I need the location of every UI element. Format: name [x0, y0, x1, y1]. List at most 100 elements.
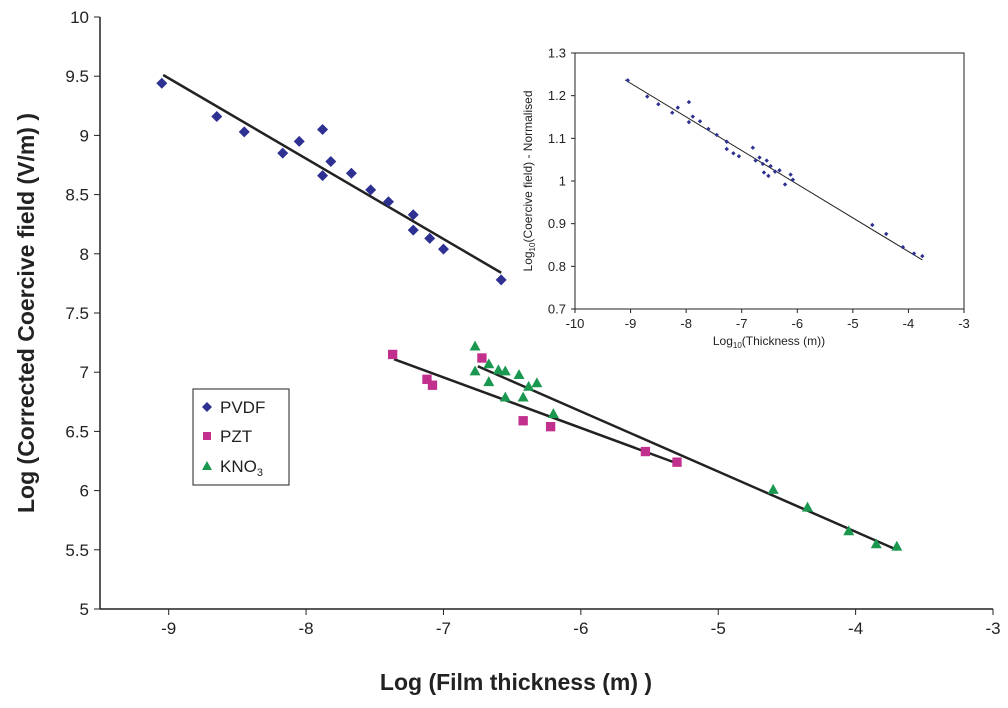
main-chart: 5 5.5 6 6.5 7 7.5 8 8.5 9 9.5 10 -9 -8 -7 -6 -5 -4 -3 Lo…: [13, 8, 1001, 695]
inset-chart: 0.7 0.8 0.9 1 1.1 1.2 1.3 -10 -9 -8 -7 -6 -5 -4 -3 Lo…: [510, 30, 980, 355]
inset-y-tick-label: 0.9: [548, 216, 566, 231]
main-point-series-0: [424, 232, 436, 244]
main-y-tick-label: 5: [80, 600, 89, 619]
inset-point-series-0: [757, 155, 762, 160]
inset-point-series-0: [750, 145, 756, 150]
main-point-series-0: [293, 135, 305, 147]
inset-point-series-0: [764, 158, 769, 163]
inset-point-series-0: [768, 163, 773, 169]
main-trend-line-2: [477, 365, 898, 551]
main-point-series-2: [870, 538, 882, 549]
main-y-tick-label: 8: [80, 245, 89, 264]
main-x-axis-label: Log (Film thickness (m) ): [380, 669, 652, 695]
inset-point-series-0: [686, 99, 692, 105]
inset-x-tick-label: -8: [680, 316, 692, 331]
main-trend-line-1: [393, 358, 678, 465]
inset-point-series-0: [790, 177, 796, 182]
main-data-points: [156, 77, 903, 551]
main-point-series-2: [499, 391, 511, 402]
main-point-series-2: [891, 540, 903, 551]
main-point-series-2: [513, 369, 525, 379]
main-y-tick-label: 7.5: [65, 304, 89, 323]
main-point-series-0: [407, 209, 419, 221]
main-point-series-2: [469, 365, 481, 376]
main-point-series-0: [317, 123, 329, 135]
main-y-axis-label: Log (Corrected Coercive field (V/m) ): [13, 113, 39, 513]
main-point-series-1: [427, 380, 438, 390]
main-y-tick-label: 7: [80, 363, 89, 382]
main-point-series-2: [469, 340, 481, 351]
main-point-series-1: [387, 349, 398, 360]
main-point-series-2: [767, 483, 779, 494]
main-point-series-0: [495, 274, 507, 286]
inset-point-series-0: [706, 126, 711, 132]
main-x-tick-label: -5: [711, 619, 726, 638]
main-y-tick-label: 6.5: [65, 422, 89, 441]
legend: PVDF PZT KNO3: [192, 388, 290, 486]
main-point-series-2: [843, 525, 855, 536]
main-y-tick-label: 8.5: [65, 186, 89, 205]
inset-y-axis-label: Log10(Coercive field) - Normalised: [521, 91, 537, 272]
inset-point-series-0: [724, 139, 729, 144]
inset-point-series-0: [724, 146, 729, 152]
inset-y-tick-label: 1.2: [548, 88, 566, 103]
main-x-tick-label: -4: [848, 619, 863, 638]
inset-point-series-0: [670, 110, 675, 115]
inset-point-series-0: [686, 119, 692, 125]
inset-point-series-0: [788, 172, 793, 177]
legend-item-pzt: PZT: [203, 427, 252, 446]
main-y-tick-label: 6: [80, 482, 89, 501]
main-point-series-1: [545, 421, 556, 432]
main-y-tick-label: 9: [80, 126, 89, 145]
main-point-series-1: [477, 353, 487, 363]
legend-item-kno3: KNO3: [202, 457, 263, 479]
main-y-tick-label: 10: [70, 8, 89, 27]
main-point-series-0: [365, 184, 377, 196]
main-point-series-1: [518, 416, 528, 426]
legend-pzt-label: PZT: [220, 427, 252, 446]
inset-x-tick-label: -9: [625, 316, 637, 331]
inset-point-series-0: [736, 154, 742, 159]
main-point-series-0: [437, 243, 449, 255]
main-point-series-2: [547, 408, 559, 419]
main-x-tick-label: -9: [161, 619, 176, 638]
inset-x-tick-label: -3: [958, 316, 970, 331]
inset-y-ticks: 0.7 0.8 0.9 1 1.1 1.2 1.3: [548, 46, 575, 317]
main-point-series-0: [345, 167, 357, 179]
legend-item-pvdf: PVDF: [202, 398, 265, 417]
inset-point-series-0: [777, 168, 782, 173]
main-point-series-0: [238, 126, 250, 138]
inset-y-tick-label: 0.8: [548, 259, 566, 274]
inset-point-series-0: [731, 151, 736, 156]
inset-point-series-0: [772, 169, 778, 174]
main-point-series-2: [483, 376, 495, 387]
inset-point-series-0: [766, 173, 771, 179]
main-y-tick-label: 5.5: [65, 541, 89, 560]
inset-x-tick-label: -4: [903, 316, 915, 331]
legend-kno3-base: KNO: [220, 457, 257, 476]
legend-pvdf-label: PVDF: [220, 398, 265, 417]
main-y-ticks: 5 5.5 6 6.5 7 7.5 8 8.5 9 9.5 10: [65, 8, 100, 619]
inset-point-series-0: [760, 161, 766, 167]
main-point-series-1: [640, 446, 651, 457]
inset-data-points: [625, 78, 925, 259]
inset-point-series-0: [753, 158, 758, 163]
main-x-tick-label: -8: [299, 619, 314, 638]
inset-point-series-0: [690, 114, 696, 119]
main-point-series-2: [531, 377, 543, 388]
inset-y-tick-label: 1: [559, 174, 566, 189]
legend-kno3-subscript: 3: [257, 467, 263, 479]
legend-kno3-marker: [202, 461, 212, 470]
main-point-series-0: [156, 77, 168, 89]
inset-point-series-0: [675, 105, 681, 110]
main-x-tick-label: -3: [985, 619, 1000, 638]
inset-x-tick-label: -10: [566, 316, 585, 331]
inset-x-axis-label: Log10(Thickness (m)): [713, 334, 825, 350]
main-point-series-0: [317, 170, 329, 182]
main-trend-lines: [162, 73, 898, 551]
inset-x-ticks: -10 -9 -8 -7 -6 -5 -4 -3: [566, 309, 970, 331]
main-point-series-1: [672, 457, 682, 467]
main-point-series-2: [483, 358, 495, 369]
main-point-series-0: [383, 196, 395, 208]
